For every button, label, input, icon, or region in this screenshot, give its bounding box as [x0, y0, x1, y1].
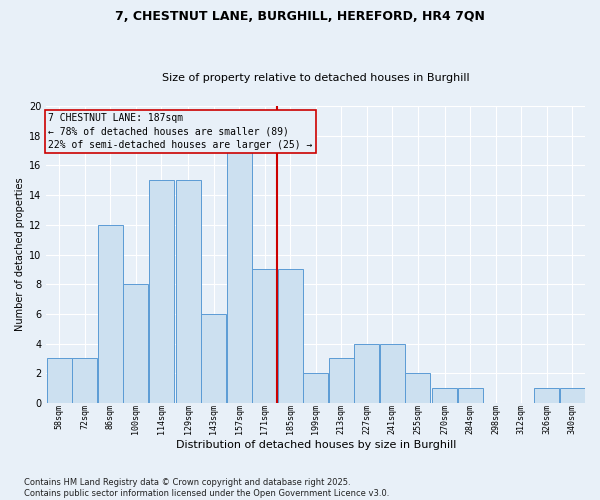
Bar: [149, 180, 173, 403]
Text: Contains HM Land Registry data © Crown copyright and database right 2025.
Contai: Contains HM Land Registry data © Crown c…: [24, 478, 389, 498]
Bar: [354, 344, 379, 403]
Bar: [123, 284, 148, 403]
Bar: [458, 388, 483, 403]
Bar: [227, 150, 252, 403]
Bar: [202, 314, 226, 403]
Bar: [252, 270, 277, 403]
Bar: [380, 344, 404, 403]
Bar: [72, 358, 97, 403]
Text: 7, CHESTNUT LANE, BURGHILL, HEREFORD, HR4 7QN: 7, CHESTNUT LANE, BURGHILL, HEREFORD, HR…: [115, 10, 485, 23]
Bar: [329, 358, 353, 403]
Title: Size of property relative to detached houses in Burghill: Size of property relative to detached ho…: [162, 73, 470, 83]
Bar: [47, 358, 71, 403]
Bar: [176, 180, 201, 403]
Bar: [560, 388, 585, 403]
Text: 7 CHESTNUT LANE: 187sqm
← 78% of detached houses are smaller (89)
22% of semi-de: 7 CHESTNUT LANE: 187sqm ← 78% of detache…: [48, 114, 313, 150]
Bar: [303, 374, 328, 403]
Bar: [405, 374, 430, 403]
Y-axis label: Number of detached properties: Number of detached properties: [15, 178, 25, 332]
Bar: [535, 388, 559, 403]
X-axis label: Distribution of detached houses by size in Burghill: Distribution of detached houses by size …: [176, 440, 456, 450]
Bar: [433, 388, 457, 403]
Bar: [98, 225, 122, 403]
Bar: [278, 270, 302, 403]
